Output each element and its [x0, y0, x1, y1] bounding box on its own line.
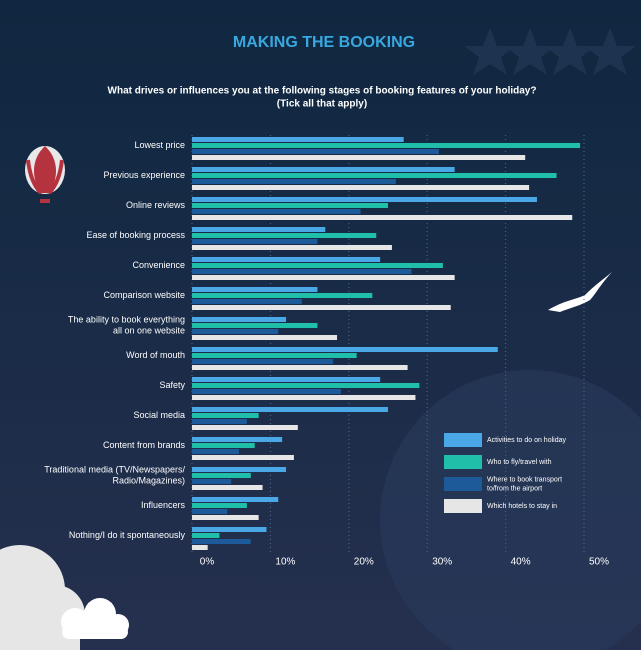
bar [192, 515, 259, 520]
legend-label: Who to fly/travel with [487, 459, 552, 466]
bar [192, 275, 455, 280]
bar [192, 545, 208, 550]
legend-label: Where to book transport to/from the airpo… [487, 476, 562, 492]
legend-swatch [444, 499, 482, 513]
bar [192, 509, 228, 514]
category-label: Lowest price [134, 140, 185, 150]
bar [192, 473, 251, 478]
bar [192, 149, 439, 154]
bar [192, 389, 341, 394]
bar [192, 485, 263, 490]
bar [192, 533, 220, 538]
category-label: Nothing/I do it spontaneously [69, 530, 186, 540]
legend-swatch [444, 477, 482, 491]
bar [192, 407, 388, 412]
bar [192, 287, 318, 292]
category-label: Ease of booking process [86, 230, 185, 240]
bar [192, 239, 318, 244]
bar [192, 245, 392, 250]
chart-subtitle: What drives or influences you at the fol… [108, 85, 537, 109]
category-label: Online reviews [126, 200, 186, 210]
stars [464, 28, 636, 75]
bar [192, 347, 498, 352]
bar [192, 299, 302, 304]
bar [192, 329, 279, 334]
category-label: Traditional media (TV/Newspapers/Radio/M… [44, 465, 185, 486]
bar [192, 413, 259, 418]
bar [192, 143, 581, 148]
bar [192, 455, 294, 460]
bar [192, 209, 361, 214]
bar [192, 395, 416, 400]
x-tick-label: 0% [200, 557, 215, 568]
bar [192, 257, 381, 262]
legend-label: Activities to do on holiday [487, 437, 566, 444]
x-tick-label: 30% [432, 557, 452, 568]
category-label: Previous experience [103, 170, 185, 180]
bar [192, 377, 381, 382]
bar [192, 497, 279, 502]
bar [192, 479, 232, 484]
legend-swatch [444, 455, 482, 469]
x-tick-label: 40% [511, 557, 531, 568]
bar [192, 527, 267, 532]
bar [192, 137, 404, 142]
bar [192, 233, 377, 238]
bar [192, 539, 251, 544]
legend-label: Which hotels to stay in [487, 503, 557, 510]
x-tick-label: 20% [354, 557, 374, 568]
bar [192, 353, 357, 358]
bar [192, 203, 388, 208]
bar [192, 359, 334, 364]
bar [192, 167, 455, 172]
category-label: The ability to book everything all on one… [68, 315, 185, 336]
category-label: Social media [133, 410, 185, 420]
category-label: Word of mouth [126, 350, 185, 360]
bar [192, 335, 338, 340]
balloon [25, 146, 65, 203]
chart-title: MAKING THE BOOKING [233, 34, 415, 51]
bar [192, 197, 537, 202]
bar [192, 305, 451, 310]
bar [192, 263, 443, 268]
category-label: Convenience [132, 260, 185, 270]
bar [192, 155, 526, 160]
bar [192, 227, 326, 232]
bar [192, 443, 255, 448]
bar [192, 449, 240, 454]
bar [192, 503, 247, 508]
category-label: Safety [159, 380, 185, 390]
legend-swatch [444, 433, 482, 447]
bar [192, 467, 287, 472]
bar [192, 215, 573, 220]
cloud-small [61, 598, 129, 639]
bar [192, 419, 247, 424]
bar [192, 269, 412, 274]
category-label: Content from brands [103, 440, 186, 450]
bar [192, 293, 373, 298]
bar [192, 185, 530, 190]
bar [192, 179, 396, 184]
bar [192, 365, 408, 370]
bar [192, 437, 283, 442]
category-label: Comparison website [103, 290, 185, 300]
bar [192, 383, 420, 388]
bar [192, 173, 557, 178]
category-label: Influencers [141, 500, 186, 510]
x-tick-label: 50% [589, 557, 609, 568]
bar [192, 317, 287, 322]
x-tick-label: 10% [275, 557, 295, 568]
bar [192, 425, 298, 430]
bird [548, 272, 612, 312]
bar [192, 323, 318, 328]
